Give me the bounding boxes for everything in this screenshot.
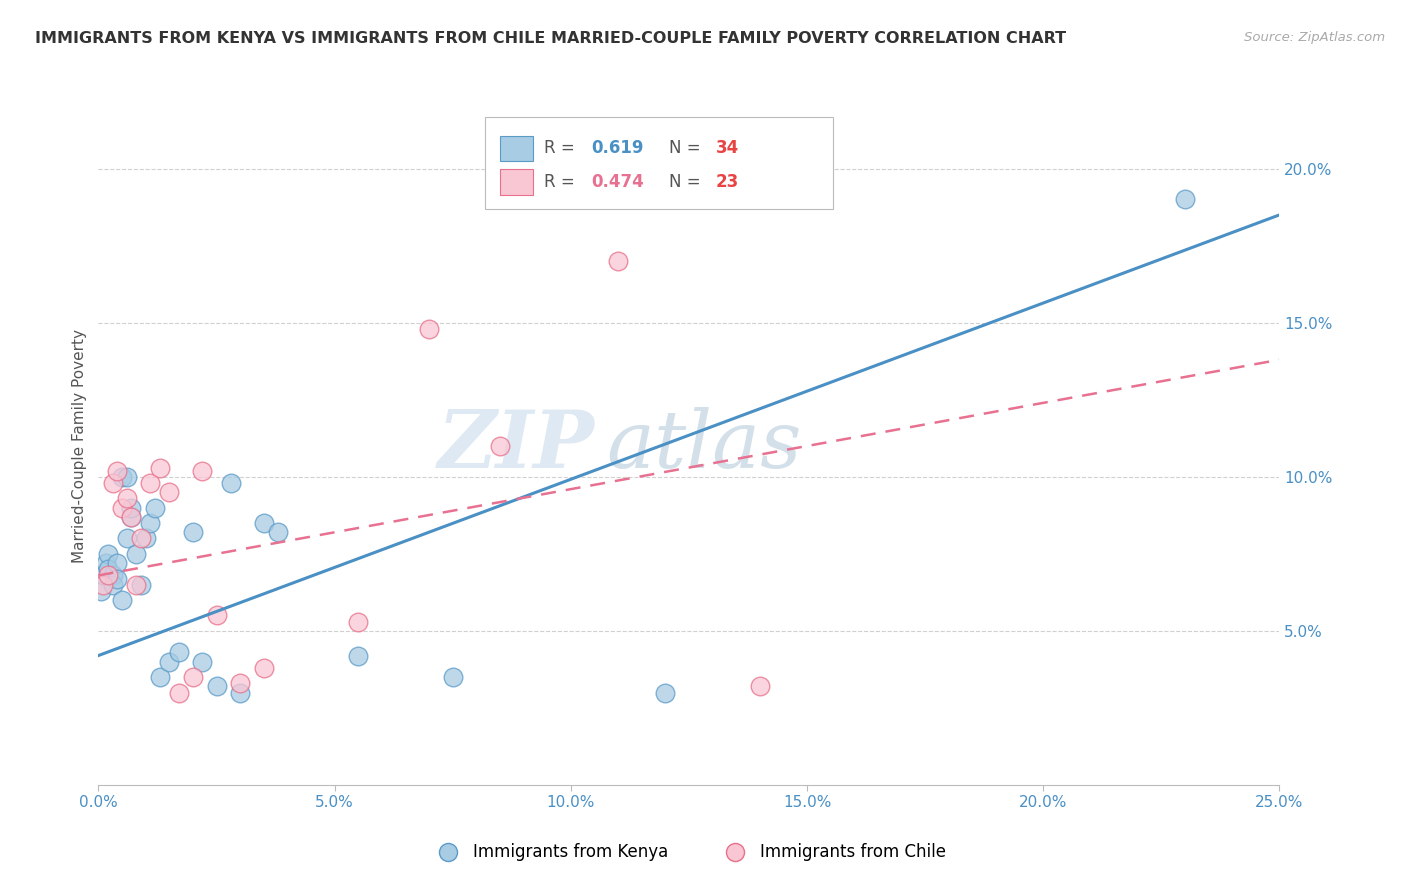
Point xyxy=(167,645,190,659)
Text: 0.619: 0.619 xyxy=(591,139,644,157)
Point xyxy=(105,572,128,586)
Point xyxy=(111,470,134,484)
Point xyxy=(94,556,117,570)
Point xyxy=(91,577,114,591)
Point xyxy=(253,516,276,530)
Point xyxy=(441,670,464,684)
Point xyxy=(253,661,276,675)
Bar xyxy=(501,136,533,161)
Point xyxy=(607,254,630,268)
Point xyxy=(97,568,120,582)
Point xyxy=(121,500,143,515)
Bar xyxy=(501,169,533,195)
Point xyxy=(105,464,128,478)
Y-axis label: Married-Couple Family Poverty: Married-Couple Family Poverty xyxy=(72,329,87,563)
Point xyxy=(97,562,120,576)
Text: atlas: atlas xyxy=(606,408,801,484)
Point xyxy=(143,500,166,515)
Text: R =: R = xyxy=(544,139,579,157)
Point xyxy=(125,547,148,561)
Point xyxy=(191,655,214,669)
Point xyxy=(229,676,252,690)
Text: N =: N = xyxy=(669,139,706,157)
Text: 23: 23 xyxy=(716,173,740,191)
Point xyxy=(1174,193,1197,207)
Legend: Immigrants from Kenya, Immigrants from Chile: Immigrants from Kenya, Immigrants from C… xyxy=(425,837,953,868)
Point xyxy=(181,670,204,684)
Point xyxy=(489,439,512,453)
Text: 34: 34 xyxy=(716,139,740,157)
Point xyxy=(267,525,290,540)
Point xyxy=(115,470,138,484)
Point xyxy=(91,568,114,582)
Point xyxy=(229,685,252,699)
Point xyxy=(149,460,172,475)
Point xyxy=(748,679,770,693)
Text: ZIP: ZIP xyxy=(437,408,595,484)
Point xyxy=(135,532,157,546)
Point xyxy=(149,670,172,684)
Point xyxy=(157,485,180,500)
Point xyxy=(121,509,143,524)
Point xyxy=(129,577,152,591)
Point xyxy=(105,556,128,570)
Text: N =: N = xyxy=(669,173,706,191)
Bar xyxy=(485,117,832,209)
Point xyxy=(101,475,124,490)
Point xyxy=(418,322,440,336)
Text: Source: ZipAtlas.com: Source: ZipAtlas.com xyxy=(1244,31,1385,45)
Point xyxy=(121,509,143,524)
Point xyxy=(97,547,120,561)
Point xyxy=(205,608,228,623)
Point xyxy=(347,648,370,663)
Text: R =: R = xyxy=(544,173,579,191)
Text: IMMIGRANTS FROM KENYA VS IMMIGRANTS FROM CHILE MARRIED-COUPLE FAMILY POVERTY COR: IMMIGRANTS FROM KENYA VS IMMIGRANTS FROM… xyxy=(35,31,1066,46)
Point xyxy=(101,577,124,591)
Point xyxy=(115,491,138,506)
Point xyxy=(191,464,214,478)
Point xyxy=(139,475,162,490)
Point xyxy=(115,532,138,546)
Point xyxy=(90,583,112,598)
Point xyxy=(125,577,148,591)
Point xyxy=(219,475,242,490)
Point xyxy=(101,568,124,582)
Point xyxy=(167,685,190,699)
Point xyxy=(157,655,180,669)
Point xyxy=(111,593,134,607)
Point xyxy=(205,679,228,693)
Point xyxy=(111,500,134,515)
Point xyxy=(129,532,152,546)
Point xyxy=(139,516,162,530)
Text: 0.474: 0.474 xyxy=(591,173,644,191)
Point xyxy=(181,525,204,540)
Point xyxy=(347,615,370,629)
Point xyxy=(654,685,676,699)
